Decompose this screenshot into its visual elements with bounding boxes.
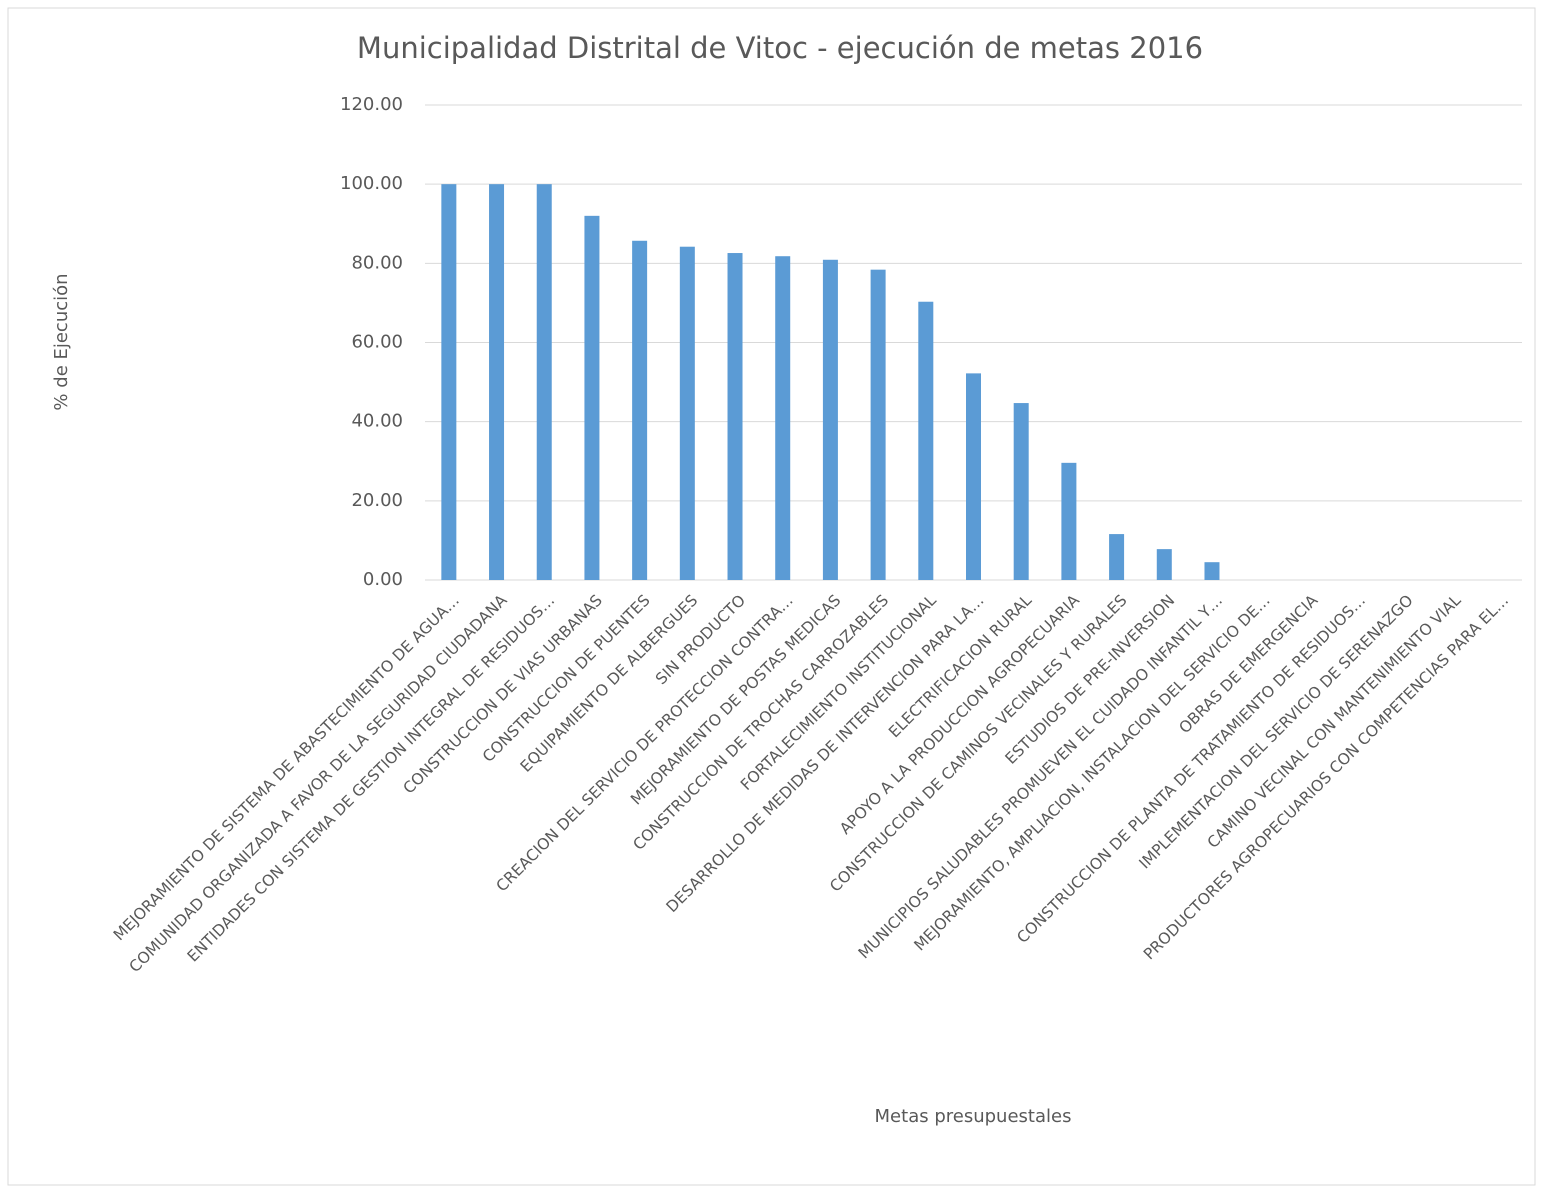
- y-tick-label: 120.00: [340, 94, 403, 115]
- bar: [536, 184, 552, 580]
- x-tick-label: PRODUCTORES AGROPECUARIOS CON COMPETENCI…: [1140, 591, 1512, 963]
- bar: [632, 240, 648, 581]
- y-axis-label: % de Ejecución: [51, 273, 72, 410]
- y-tick-label: 20.00: [351, 490, 403, 511]
- bar: [489, 184, 505, 580]
- bar: [1013, 403, 1029, 580]
- bar: [918, 301, 934, 580]
- bar: [727, 253, 743, 580]
- x-tick-label: COMUNIDAD ORGANIZADA A FAVOR DE LA SEGUR…: [126, 591, 511, 976]
- y-tick-label: 0.00: [363, 569, 403, 590]
- bar: [679, 246, 695, 581]
- x-tick-label: MEJORAMIENTO DE SISTEMA DE ABASTECIMIENT…: [110, 591, 463, 944]
- chart-frame: [7, 7, 1536, 1186]
- bar: [822, 259, 838, 580]
- y-tick-label: 60.00: [351, 332, 403, 353]
- bar: [870, 269, 886, 580]
- bar: [1109, 534, 1125, 580]
- y-tick-label: 100.00: [340, 173, 403, 194]
- chart-title: Municipalidad Distrital de Vitoc - ejecu…: [357, 31, 1203, 65]
- bar: [584, 215, 600, 581]
- bar: [775, 256, 791, 580]
- bar: [1061, 462, 1077, 580]
- bar: [1204, 562, 1220, 580]
- x-tick-label: ENTIDADES CON SISTEMA DE GESTION INTEGRA…: [184, 591, 558, 965]
- x-tick-label: MEJORAMIENTO, AMPLIACION, INSTALACION DE…: [911, 591, 1274, 954]
- x-axis-label: Metas presupuestales: [875, 1106, 1072, 1127]
- y-tick-label: 40.00: [351, 411, 403, 432]
- bar: [1156, 549, 1172, 580]
- bar: [441, 184, 457, 580]
- bar: [966, 373, 981, 580]
- y-tick-label: 80.00: [351, 252, 403, 273]
